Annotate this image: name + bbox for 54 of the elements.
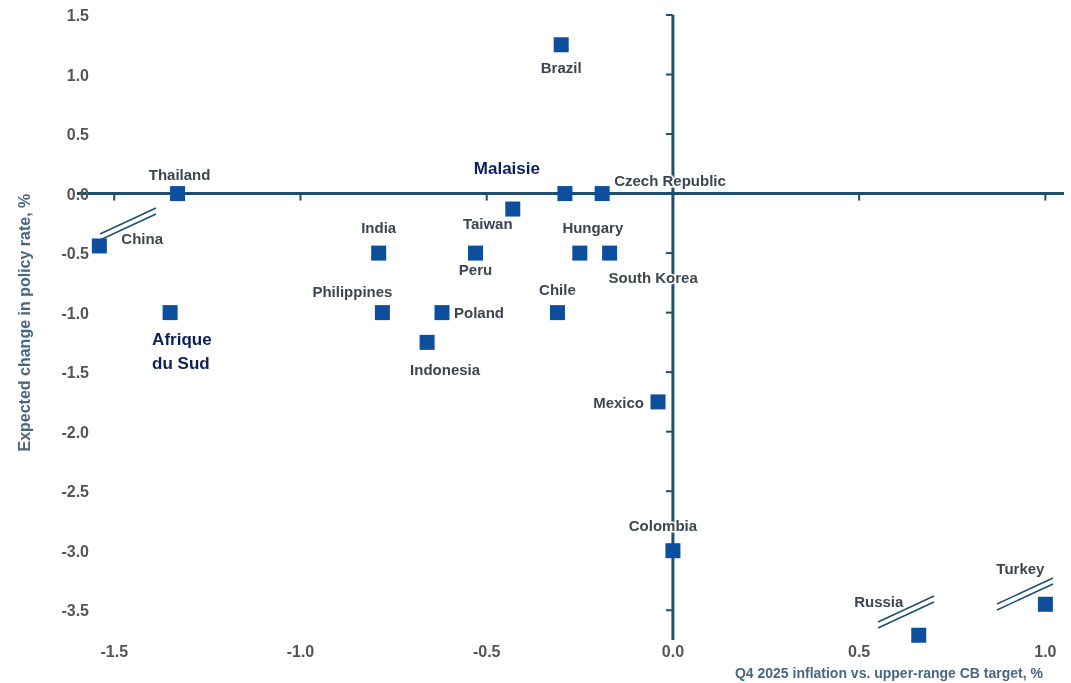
- annotation: Indonesia: [410, 361, 481, 379]
- y-tick-label: -3.5: [61, 602, 90, 620]
- point: [371, 245, 387, 261]
- y-tick-label: 1.0: [66, 66, 90, 84]
- point: [162, 305, 178, 321]
- x-axis-title: Q4 2025 inflation vs. upper-range CB target, %: [734, 665, 1044, 681]
- point: [374, 305, 390, 321]
- y-tick-label: -1.5: [61, 364, 90, 382]
- x-tick-label: -0.5: [472, 643, 501, 660]
- y-tick-label: -3.0: [61, 542, 90, 560]
- y-tick-label: -2.0: [61, 423, 90, 441]
- y-axis-title: Expected change in policy rate, %: [16, 193, 33, 452]
- y-tick-label: 0.5: [66, 126, 90, 144]
- y-tick-label: 0.0: [66, 185, 90, 203]
- point: [650, 394, 666, 410]
- annotation: Turkey: [996, 560, 1046, 578]
- x-tick-label: 0.0: [661, 643, 685, 660]
- point: [594, 186, 610, 202]
- point: [572, 245, 588, 261]
- annotation: Brazil: [540, 58, 582, 76]
- point: [553, 37, 569, 53]
- annotation: Mexico: [593, 393, 645, 411]
- point: [170, 186, 186, 202]
- annotation: Chile: [539, 280, 576, 298]
- x-tick-label: -1.0: [286, 643, 315, 660]
- annotation: Thailand: [148, 165, 211, 183]
- annotation: Peru: [458, 261, 493, 279]
- x-tick-label: 1.0: [1034, 643, 1057, 660]
- annotation: India: [361, 219, 397, 237]
- annotation: China: [121, 229, 164, 247]
- annotation: Malaisie: [473, 158, 540, 178]
- point: [602, 245, 618, 261]
- y-tick-label: 1.5: [66, 7, 90, 24]
- point: [1037, 596, 1053, 612]
- annotation: Afrique du Sud: [152, 329, 212, 373]
- annotation: Taiwan: [462, 215, 513, 233]
- point: [549, 305, 565, 321]
- annotation: Russia: [854, 593, 904, 611]
- x-tick-label: -1.5: [100, 643, 129, 660]
- point: [911, 627, 927, 643]
- point: [91, 238, 107, 254]
- y-tick-label: -1.0: [61, 304, 90, 322]
- point: [505, 201, 521, 217]
- point: [557, 186, 573, 202]
- point: [468, 245, 484, 261]
- annotation: Philippines: [312, 282, 393, 300]
- y-tick-label: -2.5: [61, 483, 90, 501]
- point: [665, 543, 681, 559]
- annotation: Hungary: [562, 219, 624, 237]
- y-tick-label: -0.5: [61, 245, 90, 263]
- point: [434, 305, 450, 321]
- x-tick-label: 0.5: [848, 643, 871, 660]
- point: [419, 334, 435, 350]
- annotation: Poland: [454, 303, 505, 321]
